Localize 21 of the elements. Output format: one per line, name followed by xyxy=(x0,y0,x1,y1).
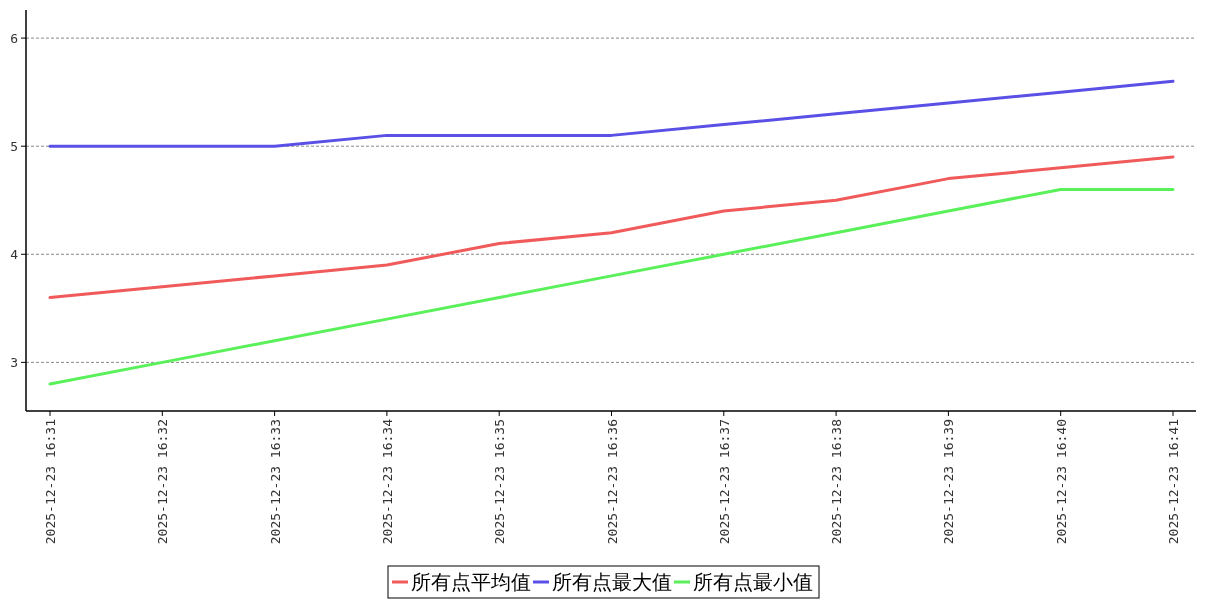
legend-label: 所有点最小值 xyxy=(693,570,813,594)
line-series xyxy=(48,155,1175,300)
x-tick-label: 2025-12-23 16:31 xyxy=(43,419,58,545)
x-tick-label: 2025-12-23 16:38 xyxy=(829,419,845,545)
x-tick-label: 2025-12-23 16:32 xyxy=(155,419,171,545)
x-tick-label: 2025-12-23 16:37 xyxy=(716,419,732,545)
legend-label: 所有点最大值 xyxy=(552,570,672,594)
y-tick-label: 5 xyxy=(10,139,18,155)
line-series xyxy=(48,187,1175,386)
line-series xyxy=(48,79,1175,148)
y-tick-label: 4 xyxy=(10,247,19,263)
y-tick-label: 6 xyxy=(10,31,18,47)
x-tick-label: 2025-12-23 16:33 xyxy=(267,419,283,545)
legend-label: 所有点平均值 xyxy=(411,570,531,594)
x-tick-label: 2025-12-23 16:39 xyxy=(941,419,957,545)
x-tick-label: 2025-12-23 16:35 xyxy=(492,419,508,545)
x-tick-label: 2025-12-23 16:40 xyxy=(1053,419,1069,545)
x-tick-label: 2025-12-23 16:34 xyxy=(379,418,395,545)
y-tick-label: 3 xyxy=(10,355,18,371)
x-tick-label: 2025-12-23 16:36 xyxy=(604,419,620,545)
x-tick-label: 2025-12-23 16:41 xyxy=(1166,419,1181,545)
